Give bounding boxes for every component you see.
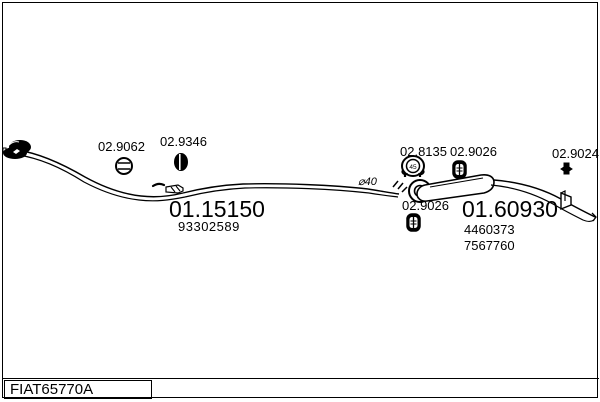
svg-text:⌀40: ⌀40 <box>358 176 378 188</box>
svg-text:45: 45 <box>409 164 417 171</box>
